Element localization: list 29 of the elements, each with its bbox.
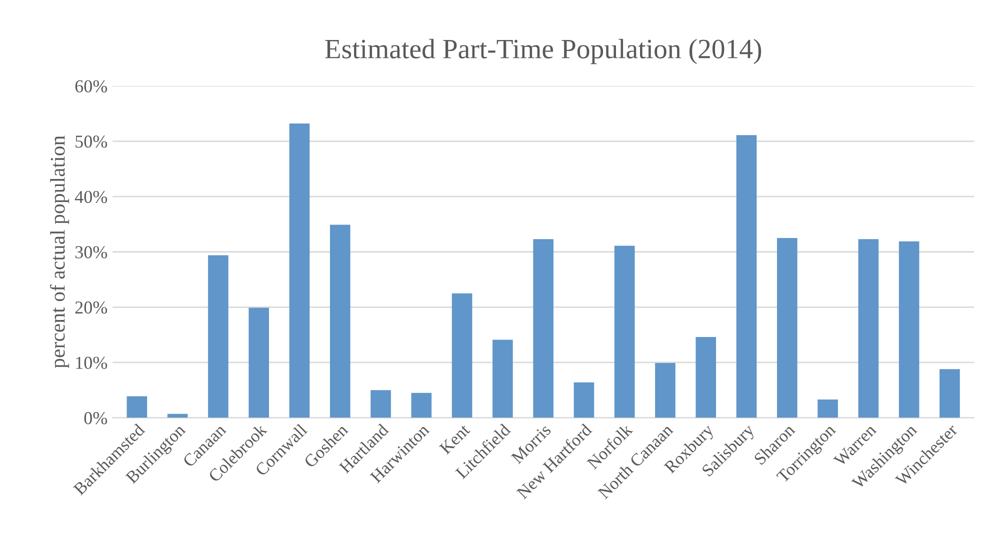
bar	[370, 390, 391, 418]
y-tick-label: 20%	[75, 301, 108, 314]
bar	[818, 400, 838, 418]
y-axis-title: percent of actual population	[50, 136, 70, 368]
bar	[655, 363, 676, 418]
chart-title: Estimated Part-Time Population (2014)	[325, 38, 762, 64]
bar	[330, 224, 350, 418]
bar	[452, 293, 472, 418]
bar	[736, 135, 757, 418]
y-tick-label: 50%	[76, 136, 108, 148]
bar	[533, 239, 554, 418]
y-tick-label: 30%	[75, 246, 108, 258]
y-tick-label: 40%	[74, 190, 108, 204]
y-tick-label: 60%	[75, 80, 108, 92]
bar	[492, 340, 513, 418]
bar	[898, 241, 920, 418]
bar	[126, 396, 148, 418]
bar	[858, 239, 879, 418]
bar	[940, 369, 960, 418]
bar	[411, 392, 432, 418]
bar	[289, 124, 310, 418]
bar	[614, 246, 635, 418]
bar	[574, 382, 594, 418]
bar	[776, 238, 798, 418]
y-tick-label: 0%	[84, 412, 108, 424]
bar	[208, 255, 228, 418]
bar	[696, 337, 716, 418]
bar	[248, 308, 270, 418]
y-tick-label: 10%	[76, 356, 108, 369]
